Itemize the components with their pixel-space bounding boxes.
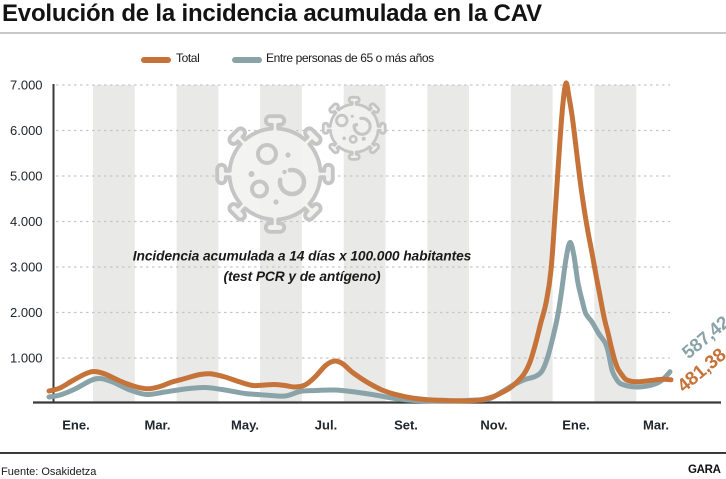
svg-text:7.000: 7.000 [10,78,43,93]
svg-text:2.000: 2.000 [10,305,43,320]
svg-text:Nov.: Nov. [480,418,507,433]
svg-text:Set.: Set. [394,418,418,433]
svg-text:Incidencia acumulada a 14 días: Incidencia acumulada a 14 días x 100.000… [133,249,472,264]
svg-text:1.000: 1.000 [10,351,43,366]
svg-text:5.000: 5.000 [10,169,43,184]
svg-text:Ene.: Ene. [562,418,589,433]
svg-text:6.000: 6.000 [10,123,43,138]
svg-text:4.000: 4.000 [10,214,43,229]
svg-text:(test PCR y de antígeno): (test PCR y de antígeno) [223,269,381,284]
svg-text:Jul.: Jul. [315,418,337,433]
svg-text:Mar.: Mar. [643,418,669,433]
svg-text:Ene.: Ene. [62,418,89,433]
svg-text:Mar.: Mar. [144,418,170,433]
svg-text:May.: May. [231,418,259,433]
svg-text:3.000: 3.000 [10,260,43,275]
